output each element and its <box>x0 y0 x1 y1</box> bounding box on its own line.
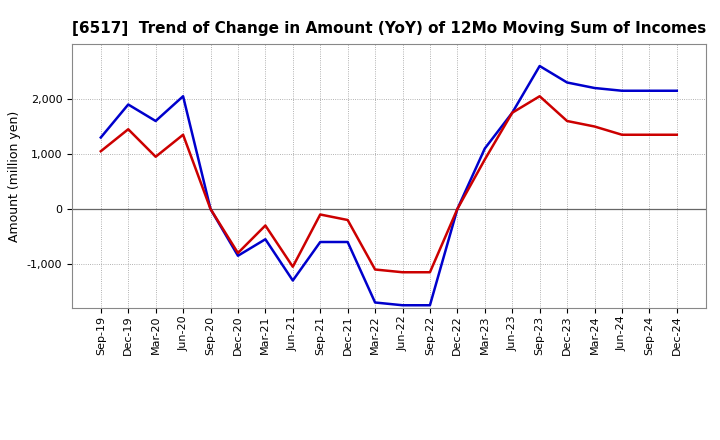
Net Income <box>179 132 187 137</box>
Net Income <box>206 206 215 212</box>
Net Income <box>453 206 462 212</box>
Ordinary Income <box>371 300 379 305</box>
Ordinary Income <box>453 206 462 212</box>
Net Income <box>426 270 434 275</box>
Y-axis label: Amount (million yen): Amount (million yen) <box>8 110 21 242</box>
Ordinary Income <box>124 102 132 107</box>
Net Income <box>508 110 516 115</box>
Net Income <box>96 149 105 154</box>
Net Income <box>151 154 160 159</box>
Title: [6517]  Trend of Change in Amount (YoY) of 12Mo Moving Sum of Incomes: [6517] Trend of Change in Amount (YoY) o… <box>72 21 706 36</box>
Ordinary Income <box>343 239 352 245</box>
Net Income <box>316 212 325 217</box>
Ordinary Income <box>536 63 544 69</box>
Ordinary Income <box>590 85 599 91</box>
Net Income <box>536 94 544 99</box>
Net Income <box>563 118 572 124</box>
Net Income <box>618 132 626 137</box>
Ordinary Income <box>316 239 325 245</box>
Net Income <box>124 127 132 132</box>
Ordinary Income <box>261 237 270 242</box>
Ordinary Income <box>426 303 434 308</box>
Ordinary Income <box>206 206 215 212</box>
Net Income <box>289 264 297 269</box>
Net Income <box>672 132 681 137</box>
Net Income <box>480 157 489 162</box>
Line: Net Income: Net Income <box>101 96 677 272</box>
Net Income <box>590 124 599 129</box>
Ordinary Income <box>96 135 105 140</box>
Net Income <box>398 270 407 275</box>
Ordinary Income <box>233 253 242 258</box>
Ordinary Income <box>151 118 160 124</box>
Ordinary Income <box>398 303 407 308</box>
Ordinary Income <box>672 88 681 93</box>
Ordinary Income <box>645 88 654 93</box>
Ordinary Income <box>179 94 187 99</box>
Net Income <box>645 132 654 137</box>
Ordinary Income <box>289 278 297 283</box>
Ordinary Income <box>508 110 516 115</box>
Net Income <box>343 217 352 223</box>
Net Income <box>233 250 242 256</box>
Ordinary Income <box>563 80 572 85</box>
Net Income <box>261 223 270 228</box>
Net Income <box>371 267 379 272</box>
Ordinary Income <box>618 88 626 93</box>
Line: Ordinary Income: Ordinary Income <box>101 66 677 305</box>
Ordinary Income <box>480 146 489 151</box>
